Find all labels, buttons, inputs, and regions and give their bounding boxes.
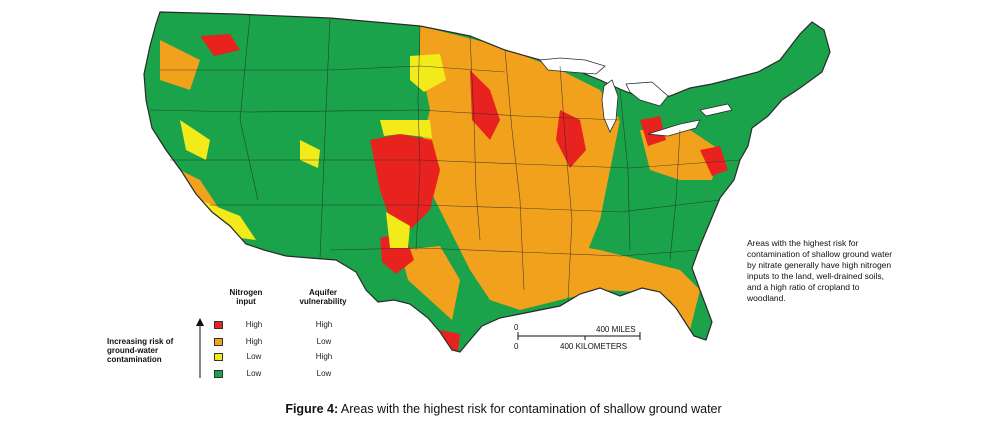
caption-label: Figure 4: — [285, 402, 339, 416]
risk-regions — [144, 12, 830, 352]
scale-km-label: 400 KILOMETERS — [560, 342, 628, 351]
risk-region — [420, 26, 620, 310]
risk-region — [470, 70, 500, 140]
legend-nitrogen-value: Low — [246, 369, 262, 378]
legend-nitrogen-value: High — [245, 337, 263, 346]
risk-region — [700, 146, 728, 176]
risk-region — [640, 116, 666, 146]
risk-region — [556, 110, 586, 168]
legend-row: Low Low — [214, 369, 354, 381]
caption-text: Areas with the highest risk for contamin… — [340, 402, 722, 416]
legend-swatch — [214, 353, 223, 361]
scale-zero-km: 0 — [514, 342, 519, 351]
figure-caption: Figure 4: Areas with the highest risk fo… — [0, 402, 1007, 416]
legend-header-aquifer: Aquifer vulnerability — [299, 288, 347, 306]
scale-bar — [517, 332, 641, 340]
scale-miles-label: 400 MILES — [596, 325, 636, 334]
legend-swatch — [214, 370, 223, 378]
risk-region — [540, 240, 700, 330]
great-lakes — [539, 57, 733, 137]
legend-header-nitrogen: Nitrogen input — [229, 288, 263, 306]
risk-region — [400, 246, 460, 320]
legend-nitrogen-value: High — [245, 320, 263, 329]
risk-region — [180, 120, 210, 160]
legend-swatch — [214, 321, 223, 329]
scale-zero-miles: 0 — [514, 323, 519, 332]
legend-nitrogen-value: Low — [246, 352, 262, 361]
risk-region — [200, 200, 256, 240]
risk-region — [300, 140, 320, 168]
legend-row: High High — [214, 320, 354, 332]
risk-axis-label: Increasing risk of ground-water contamin… — [107, 337, 174, 364]
map-note: Areas with the highest risk for contamin… — [747, 238, 893, 303]
legend-swatch — [214, 338, 223, 346]
risk-region — [386, 212, 410, 248]
legend-aquifer-value: Low — [316, 369, 332, 378]
risk-region — [370, 134, 440, 230]
legend-aquifer-value: Low — [316, 337, 332, 346]
risk-region — [160, 40, 200, 90]
risk-region — [200, 34, 240, 56]
legend-aquifer-value: High — [315, 352, 333, 361]
state-boundaries — [149, 14, 741, 301]
us-risk-map — [143, 11, 831, 378]
increasing-risk-arrow — [196, 318, 204, 378]
legend-aquifer-value: High — [315, 320, 333, 329]
legend-row: High Low — [214, 337, 354, 349]
risk-region — [640, 130, 720, 180]
legend-row: Low High — [214, 352, 354, 364]
